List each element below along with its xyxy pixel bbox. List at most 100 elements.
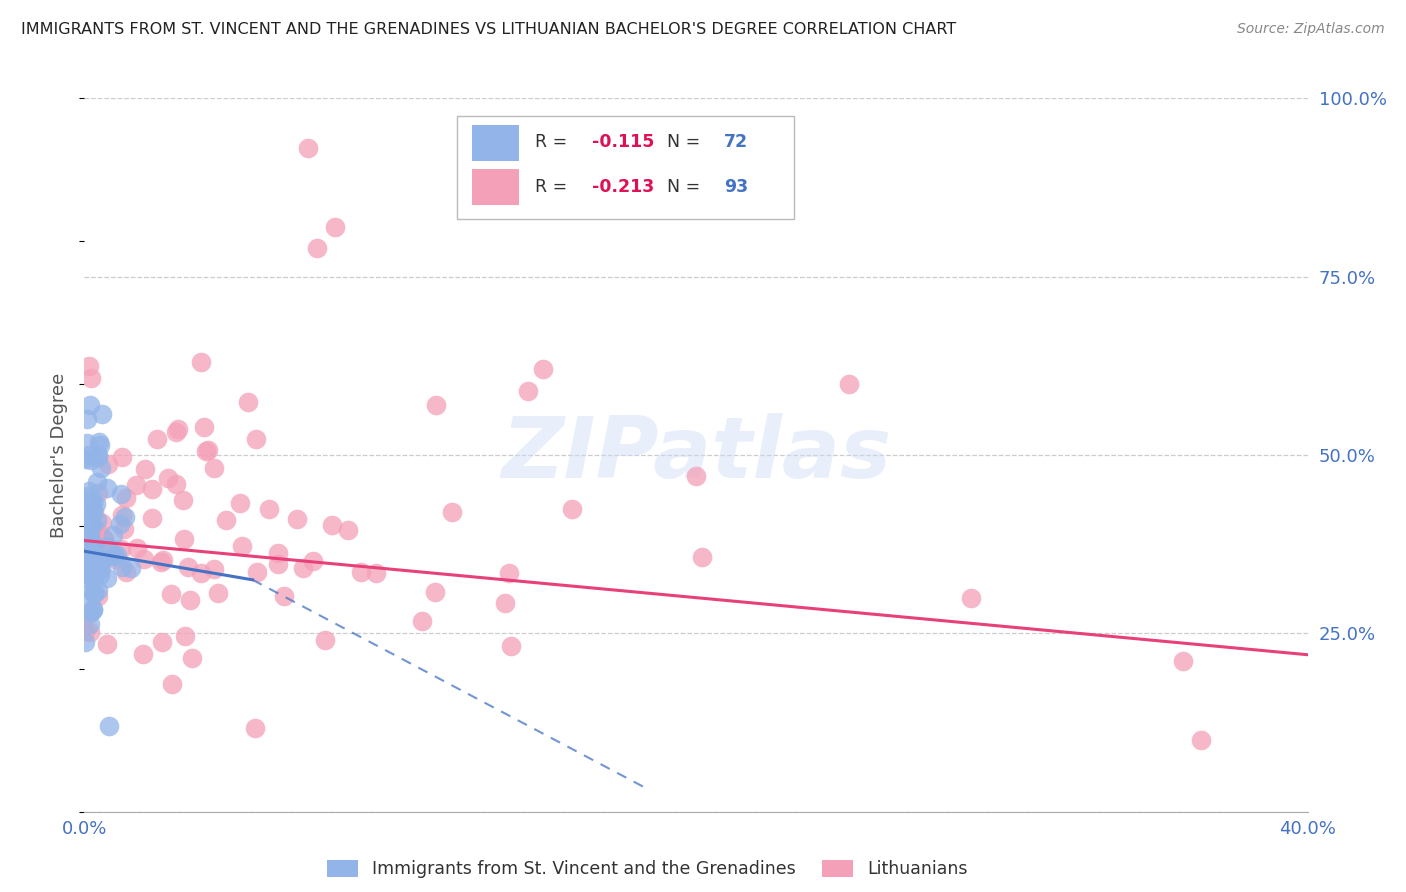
Point [114, 510, 136, 524]
Point [73, 624, 96, 639]
Point [77, 526, 100, 541]
Point [838, 376, 860, 391]
Point [82, 496, 104, 510]
Point [79, 573, 101, 587]
Point [499, 639, 522, 653]
Text: IMMIGRANTS FROM ST. VINCENT AND THE GRENADINES VS LITHUANIAN BACHELOR'S DEGREE C: IMMIGRANTS FROM ST. VINCENT AND THE GREN… [21, 22, 956, 37]
Point [494, 596, 516, 610]
Point [215, 513, 238, 527]
Point [132, 648, 155, 662]
Point [76, 412, 98, 426]
Point [134, 462, 156, 476]
Point [84, 539, 107, 553]
Point [75, 593, 97, 607]
Point [302, 554, 325, 568]
Point [111, 560, 134, 574]
Point [1171, 655, 1194, 669]
Point [125, 541, 148, 555]
Point [75, 567, 97, 582]
Point [285, 512, 308, 526]
Text: -0.213: -0.213 [592, 178, 654, 195]
Point [83, 505, 105, 519]
Point [207, 585, 229, 599]
Point [172, 492, 194, 507]
Point [174, 629, 197, 643]
Point [75, 530, 97, 544]
Text: -0.115: -0.115 [592, 134, 654, 152]
Point [125, 478, 148, 492]
Point [73, 635, 96, 649]
Point [425, 398, 447, 412]
Point [160, 677, 183, 691]
Point [323, 219, 346, 234]
Point [79, 616, 101, 631]
Point [141, 511, 163, 525]
Text: R =: R = [534, 178, 572, 195]
Point [76, 435, 98, 450]
Point [82, 602, 104, 616]
Point [77, 551, 100, 566]
Point [80, 507, 103, 521]
Text: N =: N = [655, 134, 706, 152]
Point [96, 571, 118, 585]
Point [76, 502, 98, 516]
Point [87, 435, 110, 450]
Point [441, 505, 464, 519]
Point [80, 583, 103, 598]
Point [179, 593, 201, 607]
Point [1189, 733, 1212, 747]
Text: ZIPatlas: ZIPatlas [501, 413, 891, 497]
Point [93, 552, 115, 566]
Point [96, 637, 118, 651]
Point [87, 448, 110, 462]
Point [82, 499, 104, 513]
Point [98, 544, 121, 558]
Point [80, 550, 103, 565]
Point [89, 559, 111, 574]
Point [96, 539, 118, 553]
Point [87, 589, 110, 603]
Text: Source: ZipAtlas.com: Source: ZipAtlas.com [1237, 22, 1385, 37]
Point [93, 532, 115, 546]
Point [120, 561, 142, 575]
Point [112, 522, 135, 536]
Point [181, 651, 204, 665]
Point [498, 566, 520, 580]
Point [292, 561, 315, 575]
Point [516, 384, 538, 398]
Point [79, 535, 101, 549]
Point [197, 443, 219, 458]
Point [97, 719, 120, 733]
Point [90, 561, 112, 575]
Point [82, 502, 104, 516]
Point [80, 492, 103, 507]
FancyBboxPatch shape [457, 116, 794, 219]
Point [350, 565, 373, 579]
Point [190, 566, 212, 580]
Point [231, 539, 253, 553]
Point [86, 523, 108, 537]
Point [103, 528, 125, 542]
Point [202, 562, 225, 576]
Point [75, 533, 97, 547]
Point [156, 471, 179, 485]
Point [75, 554, 97, 568]
Point [245, 432, 267, 446]
Point [141, 482, 163, 496]
Point [160, 587, 183, 601]
Point [321, 517, 343, 532]
Point [79, 513, 101, 527]
Point [202, 460, 225, 475]
Point [80, 496, 103, 510]
Point [273, 589, 295, 603]
Point [685, 469, 707, 483]
Point [76, 489, 98, 503]
Point [93, 531, 115, 545]
Point [76, 510, 98, 524]
Point [87, 583, 110, 598]
Point [82, 572, 104, 586]
Legend: Immigrants from St. Vincent and the Grenadines, Lithuanians: Immigrants from St. Vincent and the Gren… [319, 853, 974, 885]
FancyBboxPatch shape [472, 125, 519, 161]
Point [73, 497, 96, 511]
Point [146, 432, 169, 446]
